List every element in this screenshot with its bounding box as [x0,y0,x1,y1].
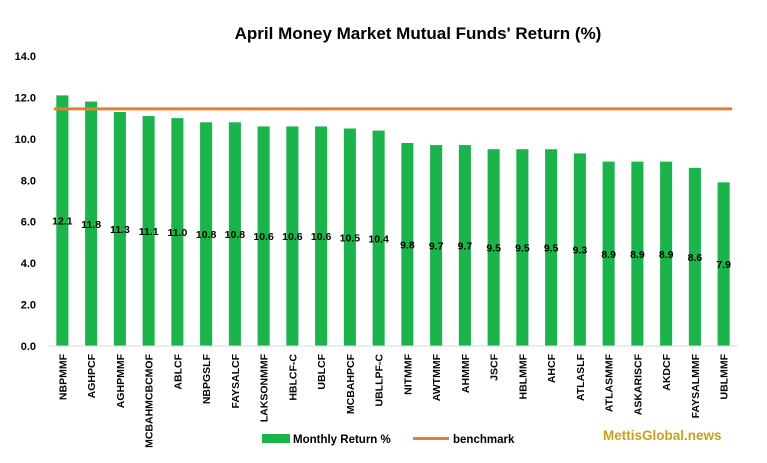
y-tick-label: 8.0 [21,175,36,187]
x-tick-label: MCBAHMCBCMOF [144,353,156,447]
bar-nitmmf [401,143,414,346]
y-tick-label: 0.0 [21,341,36,353]
data-label: 9.5 [486,243,501,255]
data-label: 11.8 [81,219,101,231]
x-tick-label: HBLCF-C [287,354,299,401]
bar-hblcf-c [286,126,299,346]
x-tick-label: MCBAHPCF [345,353,357,414]
data-label: 11.0 [167,227,187,239]
bar-awtmmf [430,145,443,346]
data-label: 10.6 [282,231,303,243]
x-tick-label: AWTMMF [431,353,443,401]
bar-ubllpf-c [372,130,385,346]
bar-laksonmmf [257,126,270,346]
x-tick-label: AKDCF [661,353,673,390]
chart-title: April Money Market Mutual Funds' Return … [235,24,602,43]
bar-ablcf [171,118,184,347]
data-label: 9.8 [400,240,415,252]
data-label: 10.6 [311,231,332,243]
y-tick-label: 4.0 [21,258,36,270]
data-label: 12.1 [52,216,73,228]
bars [56,95,730,347]
x-tick-label: JSCF [489,353,501,380]
bar-faysalcf [228,122,241,347]
bar-hblmmf [516,149,529,346]
y-tick-label: 14.0 [15,51,36,63]
x-tick-label: ATLASLF [575,353,587,401]
data-label: 9.3 [573,245,588,257]
bar-ublcf [315,126,328,346]
x-tick-label: NITMMF [402,353,414,394]
bar-ahcf [545,149,558,346]
bar-jscf [487,149,500,346]
x-tick-label: ATLASMMF [604,353,616,412]
x-tick-label: AHCF [546,353,558,383]
data-label: 9.5 [544,243,559,255]
data-label: 10.8 [196,229,217,241]
y-tick-label: 6.0 [21,217,36,229]
bar-mcbahpcf [343,128,356,346]
legend-swatch-monthly-return [262,434,290,443]
bar-atlasmmf [602,161,615,346]
bar-ublmmf [717,182,730,346]
data-label: 8.9 [659,249,674,261]
legend-label-benchmark: benchmark [453,434,515,446]
x-tick-label: ABLCF [172,353,184,389]
data-label: 8.6 [688,252,703,264]
bar-nbpmmf [56,95,69,346]
x-tick-label: FAYSALMMF [690,353,702,418]
bar-atlaslf [573,153,586,346]
x-tick-label: HBLMMF [517,353,529,399]
bar-faysalmmf [688,167,701,346]
bar-nbpgslf [200,122,213,347]
bar-askariscf [631,161,644,346]
y-tick-label: 12.0 [15,92,36,104]
x-tick-label: AHMMF [460,353,472,393]
data-label: 9.7 [429,241,444,253]
x-tick-label: NBPMMF [57,353,69,400]
x-tick-label: NBPGSLF [201,353,213,404]
data-labels: 12.1 11.8 11.3 11.1 11.0 10.8 10.8 10.6 10.6 10.6… [52,216,731,271]
y-axis: 0.0 2.0 4.0 6.0 8.0 10.0 12.0 14.0 [15,51,36,353]
data-label: 7.9 [716,259,731,271]
data-label: 10.8 [225,229,246,241]
data-label: 10.5 [340,232,361,244]
x-tick-label: UBLCF [316,353,328,389]
watermark-logo: MettisGlobal.news [603,428,722,443]
bar-aghpmmf [113,111,126,346]
x-tick-label: ASKARISCF [632,353,644,415]
x-tick-label: UBLLPF-C [374,354,386,407]
data-label: 10.6 [253,231,274,243]
data-label: 10.4 [368,233,389,245]
x-tick-label: UBLMMF [719,353,731,399]
data-label: 8.9 [630,249,645,261]
data-label: 8.9 [601,249,616,261]
x-axis: NBPMMF AGHPCF AGHPMMF MCBAHMCBCMOF ABLCF NBPG… [48,345,738,448]
x-tick-label: FAYSALCF [230,353,242,408]
bar-akdcf [660,161,673,346]
x-tick-label: AGHPCF [86,353,98,398]
y-tick-label: 10.0 [15,134,36,146]
data-label: 11.1 [139,226,159,238]
x-tick-label: LAKSONMMF [259,353,271,422]
bar-aghpcf [85,101,98,346]
legend: Monthly Return % benchmark [262,434,515,446]
x-tick-label: AGHPMMF [115,353,127,408]
legend-label-monthly-return: Monthly Return % [293,434,391,446]
data-label: 9.5 [515,243,530,255]
y-tick-label: 2.0 [21,300,36,312]
data-label: 9.7 [458,241,473,253]
data-label: 11.3 [110,224,130,236]
bar-ahmmf [458,145,471,346]
bar-mcbahmcbcmof [142,116,155,346]
